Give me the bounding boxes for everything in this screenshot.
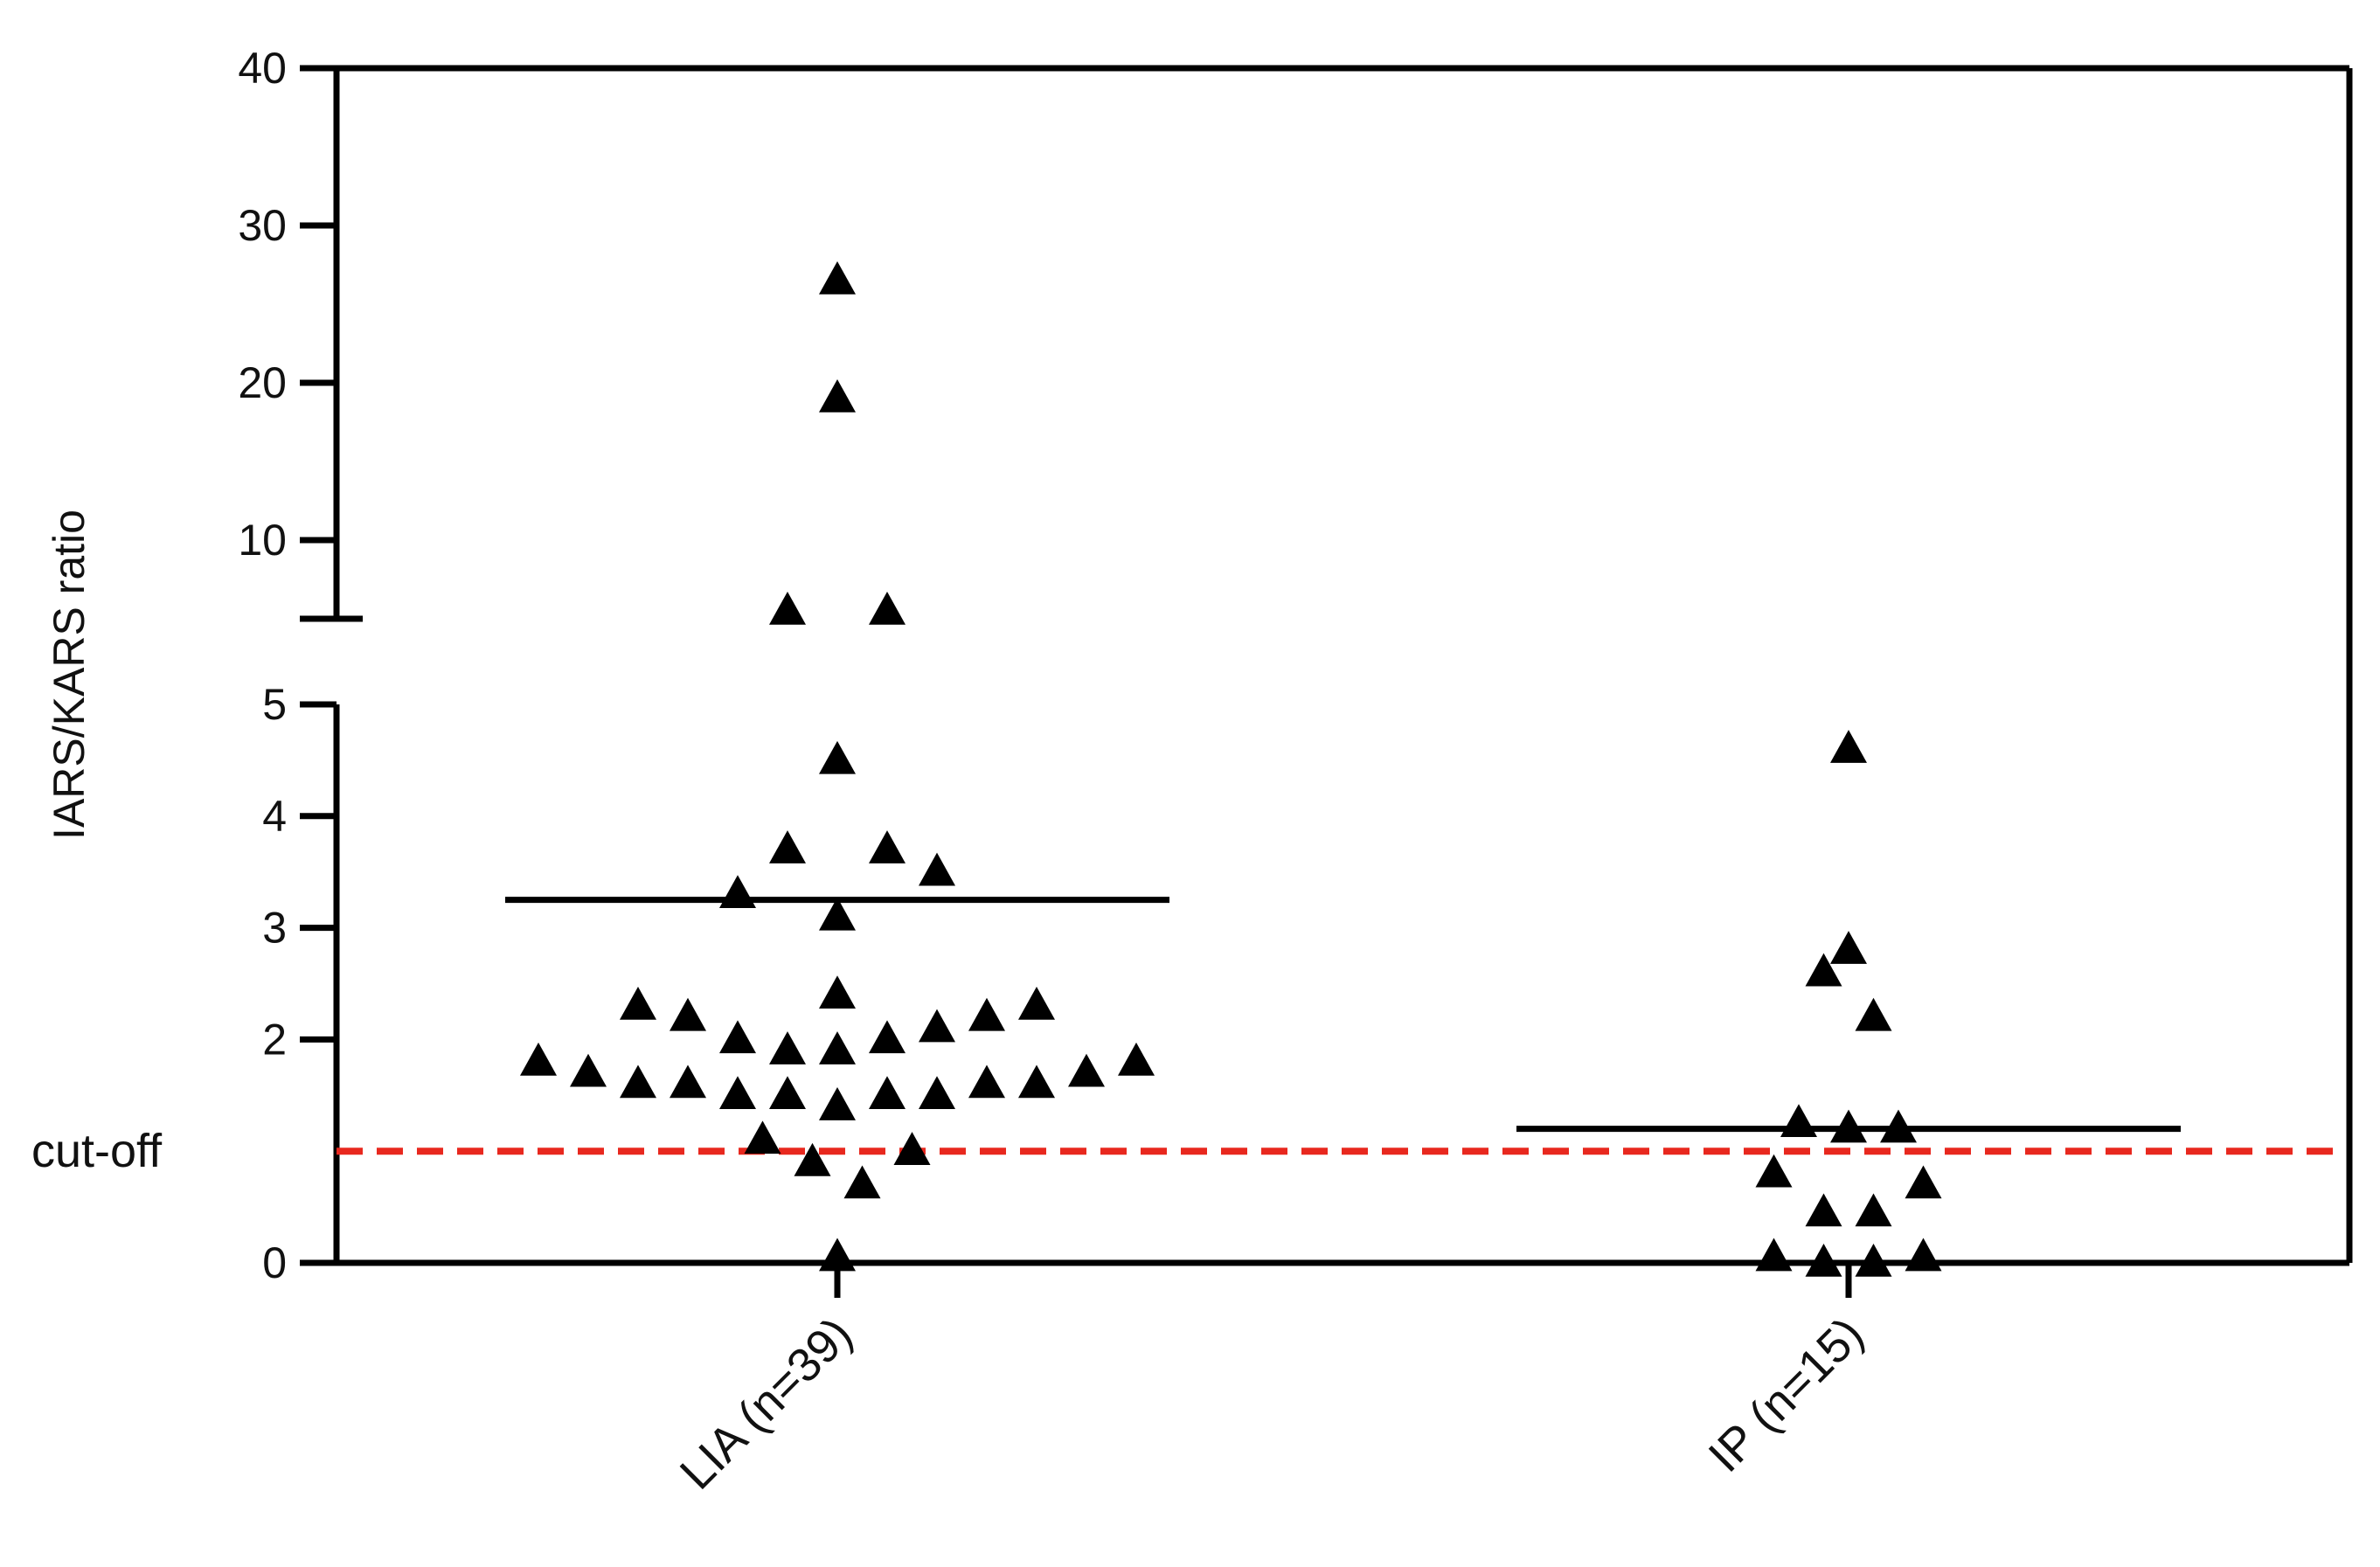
data-point-s1-36 bbox=[794, 1142, 831, 1176]
data-point-s1-16 bbox=[719, 1020, 756, 1054]
data-point-s1-23 bbox=[570, 1053, 607, 1087]
data-point-s2-5 bbox=[1780, 1104, 1817, 1137]
y-tick-label-3: 3 bbox=[262, 904, 287, 953]
data-point-s2-14 bbox=[1855, 1243, 1892, 1277]
data-point-s1-19 bbox=[819, 1031, 856, 1064]
cutoff-label: cut-off bbox=[31, 1125, 163, 1177]
data-point-s2-6 bbox=[1830, 1109, 1867, 1143]
data-point-s1-25 bbox=[620, 1064, 656, 1099]
data-point-s1-26 bbox=[670, 1064, 706, 1099]
data-point-s1-24 bbox=[1068, 1053, 1105, 1087]
data-point-s1-8 bbox=[919, 852, 955, 886]
data-point-s1-3 bbox=[769, 591, 806, 625]
y-tick-label-4: 4 bbox=[262, 792, 287, 841]
data-point-s1-9 bbox=[719, 875, 756, 909]
data-point-s1-11 bbox=[819, 975, 856, 1009]
data-point-s1-13 bbox=[670, 997, 706, 1031]
data-point-s2-11 bbox=[1855, 1193, 1892, 1227]
mean-lines bbox=[505, 897, 2181, 1133]
data-point-s1-29 bbox=[719, 1076, 756, 1110]
y-axis-title: IARS/KARS ratio bbox=[45, 510, 94, 840]
x-category-label-2: IP (n=15) bbox=[1699, 1307, 1874, 1482]
data-point-s1-17 bbox=[919, 1009, 955, 1043]
y-tick-label-20: 20 bbox=[238, 358, 287, 407]
data-point-s2-4 bbox=[1855, 997, 1892, 1031]
data-point-s2-1 bbox=[1830, 730, 1867, 763]
data-points bbox=[520, 260, 1942, 1277]
data-point-s1-37 bbox=[843, 1165, 881, 1199]
data-point-s1-20 bbox=[869, 1020, 906, 1054]
data-point-s1-1 bbox=[819, 260, 856, 295]
data-point-s1-27 bbox=[968, 1064, 1005, 1099]
data-point-s1-6 bbox=[769, 830, 806, 863]
data-point-s1-32 bbox=[919, 1076, 955, 1110]
data-point-s1-14 bbox=[968, 997, 1005, 1031]
data-point-s1-33 bbox=[819, 1087, 856, 1120]
data-point-s2-9 bbox=[1905, 1165, 1942, 1199]
data-point-s1-38 bbox=[819, 1238, 856, 1272]
data-point-s1-21 bbox=[520, 1042, 557, 1076]
data-point-s2-10 bbox=[1805, 1193, 1842, 1227]
y-tick-label-2: 2 bbox=[262, 1015, 287, 1064]
data-point-s1-22 bbox=[1118, 1042, 1155, 1076]
data-point-s1-5 bbox=[819, 740, 856, 774]
data-point-s2-15 bbox=[1905, 1238, 1942, 1272]
data-point-s1-18 bbox=[769, 1031, 806, 1064]
data-point-s2-8 bbox=[1755, 1154, 1793, 1188]
data-point-s1-30 bbox=[769, 1076, 806, 1110]
data-point-s1-12 bbox=[620, 987, 656, 1020]
data-point-s2-12 bbox=[1755, 1238, 1793, 1272]
y-tick-label-10: 10 bbox=[238, 516, 287, 565]
data-point-s1-4 bbox=[869, 591, 906, 625]
data-point-s2-3 bbox=[1805, 953, 1842, 987]
data-point-s1-31 bbox=[869, 1076, 906, 1110]
data-point-s1-28 bbox=[1018, 1064, 1055, 1099]
data-point-s2-2 bbox=[1830, 931, 1867, 964]
data-point-s1-35 bbox=[893, 1132, 931, 1165]
data-point-s1-2 bbox=[819, 378, 856, 413]
y-tick-label-40: 40 bbox=[238, 44, 287, 93]
y-tick-label-30: 30 bbox=[238, 201, 287, 250]
plot-frame bbox=[300, 65, 2353, 1266]
y-axis: 0 3 2 4 5 10 20 30 40 bbox=[238, 44, 363, 1287]
cutoff-line-group: cut-off bbox=[31, 1125, 2346, 1177]
data-point-s1-15 bbox=[1018, 987, 1055, 1020]
data-point-s1-34 bbox=[744, 1120, 781, 1154]
y-tick-label-0: 0 bbox=[262, 1238, 287, 1287]
y-tick-label-5: 5 bbox=[262, 680, 287, 729]
data-point-s1-7 bbox=[869, 830, 906, 863]
data-point-s2-7 bbox=[1880, 1109, 1917, 1143]
data-point-s2-13 bbox=[1805, 1243, 1842, 1277]
x-axis: LIA (n=39) IP (n=15) bbox=[670, 1263, 1874, 1500]
data-point-s1-10 bbox=[819, 897, 856, 931]
x-category-label-1: LIA (n=39) bbox=[670, 1307, 863, 1500]
